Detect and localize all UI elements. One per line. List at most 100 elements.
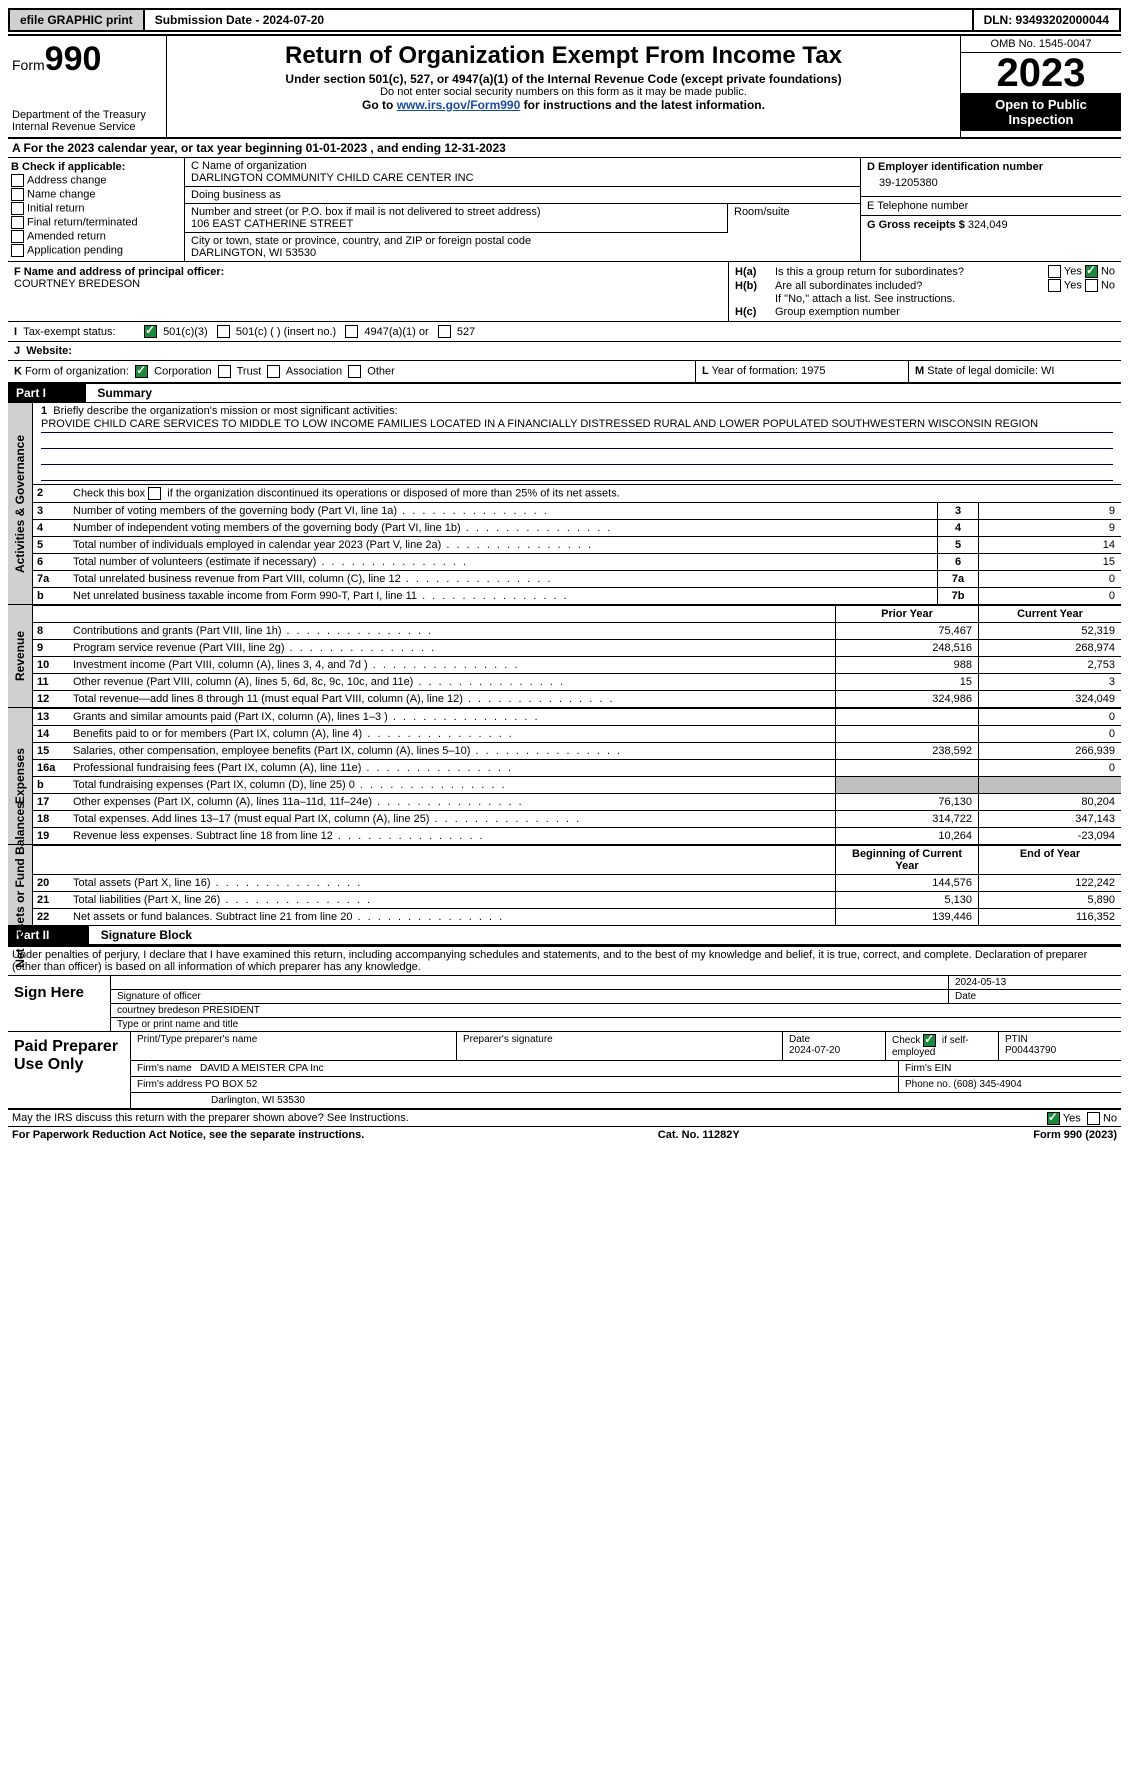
goto-post: for instructions and the latest informat… [520, 98, 765, 112]
row-j: J Website: [8, 342, 1121, 361]
irs-link[interactable]: www.irs.gov/Form990 [397, 98, 521, 112]
chk-other[interactable] [348, 365, 361, 378]
gov-line-b: bNet unrelated business taxable income f… [33, 587, 1121, 604]
row-i: I Tax-exempt status: 501(c)(3) 501(c) ( … [8, 322, 1121, 342]
chk-initial-return[interactable]: Initial return [11, 202, 181, 215]
paid-preparer-block: Paid Preparer Use Only Print/Type prepar… [8, 1032, 1121, 1110]
chk-trust[interactable] [218, 365, 231, 378]
exp-line-16a: 16aProfessional fundraising fees (Part I… [33, 759, 1121, 776]
firm-name: DAVID A MEISTER CPA Inc [200, 1063, 324, 1074]
gov-line-7a: 7aTotal unrelated business revenue from … [33, 570, 1121, 587]
col-b-title: B Check if applicable: [11, 161, 125, 173]
dba-label: Doing business as [191, 189, 854, 201]
org-name: DARLINGTON COMMUNITY CHILD CARE CENTER I… [191, 172, 854, 184]
mission-text: PROVIDE CHILD CARE SERVICES TO MIDDLE TO… [41, 418, 1113, 433]
exp-line-b: bTotal fundraising expenses (Part IX, co… [33, 776, 1121, 793]
org-name-label: C Name of organization [191, 160, 854, 172]
hb-yes-chk[interactable] [1048, 279, 1061, 292]
firm-phone: (608) 345-4904 [953, 1079, 1021, 1090]
hb-text: Are all subordinates included? [775, 280, 1048, 292]
current-year-hdr: Current Year [978, 606, 1121, 622]
tax-year-begin: 01-01-2023 [306, 141, 367, 155]
preparer-sig-hdr: Preparer's signature [457, 1032, 783, 1060]
page-footer: For Paperwork Reduction Act Notice, see … [8, 1127, 1121, 1143]
city-value: DARLINGTON, WI 53530 [191, 247, 854, 259]
preparer-name-hdr: Print/Type preparer's name [131, 1032, 457, 1060]
gov-line-5: 5Total number of individuals employed in… [33, 536, 1121, 553]
part-1-header: Part I Summary [8, 384, 1121, 403]
chk-name-change[interactable]: Name change [11, 188, 181, 201]
col-h: H(a) Is this a group return for subordin… [728, 262, 1121, 321]
prior-year-hdr: Prior Year [835, 606, 978, 622]
gov-line-3: 3Number of voting members of the governi… [33, 502, 1121, 519]
sign-date: 2024-05-13 [949, 976, 1121, 989]
dept-treasury: Department of the Treasury Internal Reve… [12, 109, 162, 133]
exp-line-18: 18Total expenses. Add lines 13–17 (must … [33, 810, 1121, 827]
net-line-21: 21Total liabilities (Part X, line 26)5,1… [33, 891, 1121, 908]
header-left: Form990 Department of the Treasury Inter… [8, 36, 167, 137]
expenses-section: Expenses 13Grants and similar amounts pa… [8, 707, 1121, 844]
year-formation: Year of formation: 1975 [712, 365, 826, 377]
firm-addr2: Darlington, WI 53530 [131, 1093, 1121, 1108]
discuss-no-chk[interactable] [1087, 1112, 1100, 1125]
open-public-inspection: Open to Public Inspection [961, 93, 1121, 131]
ein-value: 39-1205380 [867, 173, 1115, 193]
hc-label: H(c) [735, 306, 775, 318]
chk-4947[interactable] [345, 325, 358, 338]
tab-governance: Activities & Governance [8, 403, 33, 604]
submission-date: Submission Date - 2024-07-20 [145, 10, 974, 30]
ha-label: H(a) [735, 266, 775, 278]
rev-line-11: 11Other revenue (Part VIII, column (A), … [33, 673, 1121, 690]
goto-pre: Go to [362, 98, 397, 112]
form-number: 990 [45, 40, 102, 78]
exp-line-19: 19Revenue less expenses. Subtract line 1… [33, 827, 1121, 844]
ha-no-chk[interactable] [1085, 265, 1098, 278]
ha-yes-chk[interactable] [1048, 265, 1061, 278]
chk-final-return[interactable]: Final return/terminated [11, 216, 181, 229]
gross-value: 324,049 [968, 219, 1008, 231]
line-a-pre: A For the 2023 calendar year, or tax yea… [12, 141, 306, 155]
addr-value: 106 EAST CATHERINE STREET [191, 218, 721, 230]
chk-corp[interactable] [135, 365, 148, 378]
efile-print-button[interactable]: efile GRAPHIC print [10, 10, 145, 30]
footer-right: Form 990 (2023) [1033, 1129, 1117, 1141]
rev-line-8: 8Contributions and grants (Part VIII, li… [33, 622, 1121, 639]
date-label: Date [949, 990, 1121, 1003]
chk-address-change[interactable]: Address change [11, 174, 181, 187]
exp-line-15: 15Salaries, other compensation, employee… [33, 742, 1121, 759]
mission-label: Briefly describe the organization's miss… [53, 405, 397, 417]
hb-no-chk[interactable] [1085, 279, 1098, 292]
hb-label: H(b) [735, 280, 775, 292]
rev-line-10: 10Investment income (Part VIII, column (… [33, 656, 1121, 673]
chk-527[interactable] [438, 325, 451, 338]
rev-line-12: 12Total revenue—add lines 8 through 11 (… [33, 690, 1121, 707]
officer-name: COURTNEY BREDESON [14, 278, 140, 290]
ein-label: D Employer identification number [867, 161, 1043, 173]
chk-discontinued[interactable] [148, 487, 161, 500]
discuss-yes-chk[interactable] [1047, 1112, 1060, 1125]
room-label: Room/suite [734, 206, 854, 218]
city-label: City or town, state or province, country… [191, 235, 854, 247]
exp-line-17: 17Other expenses (Part IX, column (A), l… [33, 793, 1121, 810]
discuss-row: May the IRS discuss this return with the… [8, 1110, 1121, 1127]
form-label: Form [12, 57, 45, 73]
tax-year-end: 12-31-2023 [444, 141, 505, 155]
tab-netassets: Net Assets or Fund Balances [8, 845, 33, 925]
chk-amended-return[interactable]: Amended return [11, 230, 181, 243]
form-title: Return of Organization Exempt From Incom… [171, 42, 956, 70]
officer-label: F Name and address of principal officer: [14, 266, 224, 278]
chk-501c3[interactable] [144, 325, 157, 338]
header-right: OMB No. 1545-0047 2023 Open to Public In… [960, 36, 1121, 137]
row-klm: K Form of organization: Corporation Trus… [8, 361, 1121, 384]
ptin-value: P00443790 [1005, 1045, 1056, 1056]
col-c: C Name of organization DARLINGTON COMMUN… [185, 158, 860, 261]
chk-application-pending[interactable]: Application pending [11, 244, 181, 257]
sig-officer-label: Signature of officer [111, 990, 949, 1003]
chk-assoc[interactable] [267, 365, 280, 378]
chk-501c[interactable] [217, 325, 230, 338]
sign-here-label: Sign Here [8, 976, 111, 1031]
firm-addr1: PO BOX 52 [205, 1079, 257, 1090]
gross-label: G Gross receipts $ [867, 219, 965, 231]
form-header: Form990 Department of the Treasury Inter… [8, 34, 1121, 139]
chk-self-employed[interactable] [923, 1034, 936, 1047]
